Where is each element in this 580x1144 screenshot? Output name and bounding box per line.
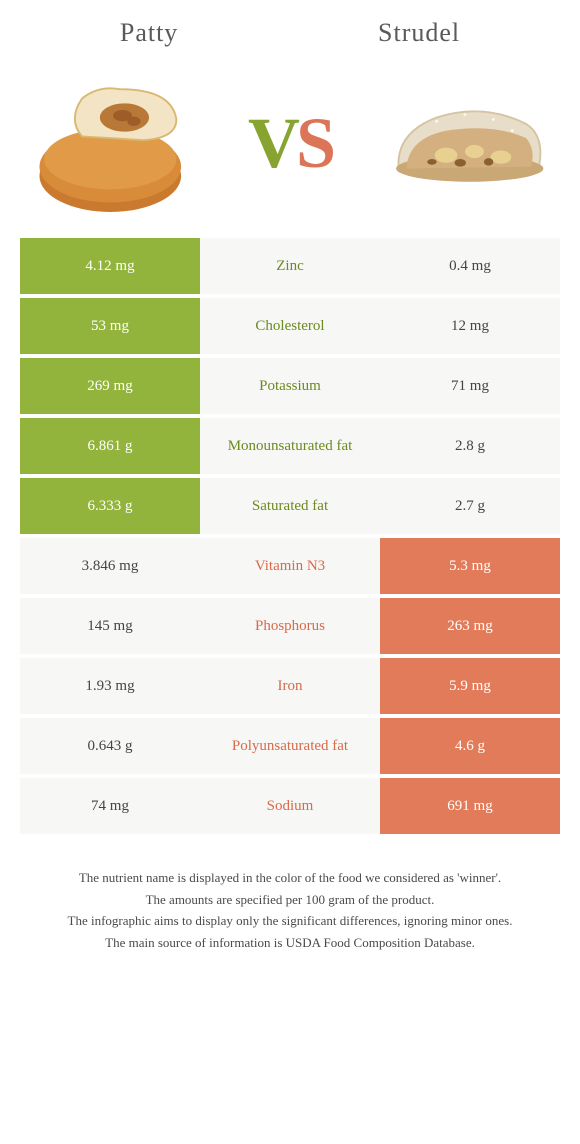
right-value-cell: 691 mg xyxy=(380,778,560,834)
right-value-cell: 2.8 g xyxy=(380,418,560,474)
table-row: 145 mgPhosphorus263 mg xyxy=(20,598,560,654)
table-row: 3.846 mgVitamin N35.3 mg xyxy=(20,538,560,594)
nutrient-name-cell: Sodium xyxy=(200,778,380,834)
right-food-title: Strudel xyxy=(378,18,460,48)
left-value-cell: 6.861 g xyxy=(20,418,200,474)
left-food-image xyxy=(30,68,200,218)
vs-v-letter: V xyxy=(248,103,296,183)
footer-line: The amounts are specified per 100 gram o… xyxy=(28,890,552,910)
left-food-title: Patty xyxy=(120,18,178,48)
left-value-cell: 145 mg xyxy=(20,598,200,654)
right-value-cell: 4.6 g xyxy=(380,718,560,774)
nutrient-name-cell: Vitamin N3 xyxy=(200,538,380,594)
strudel-icon xyxy=(380,78,550,208)
footer-notes: The nutrient name is displayed in the co… xyxy=(0,838,580,952)
right-value-cell: 263 mg xyxy=(380,598,560,654)
left-value-cell: 269 mg xyxy=(20,358,200,414)
table-row: 6.333 gSaturated fat2.7 g xyxy=(20,478,560,534)
nutrient-table: 4.12 mgZinc0.4 mg53 mgCholesterol12 mg26… xyxy=(20,238,560,834)
right-value-cell: 12 mg xyxy=(380,298,560,354)
nutrient-name-cell: Cholesterol xyxy=(200,298,380,354)
footer-line: The main source of information is USDA F… xyxy=(28,933,552,953)
nutrient-name-cell: Monounsaturated fat xyxy=(200,418,380,474)
table-row: 269 mgPotassium71 mg xyxy=(20,358,560,414)
vs-label: VS xyxy=(248,102,332,185)
right-value-cell: 5.3 mg xyxy=(380,538,560,594)
left-value-cell: 1.93 mg xyxy=(20,658,200,714)
table-row: 1.93 mgIron5.9 mg xyxy=(20,658,560,714)
footer-line: The infographic aims to display only the… xyxy=(28,911,552,931)
table-row: 6.861 gMonounsaturated fat2.8 g xyxy=(20,418,560,474)
left-value-cell: 4.12 mg xyxy=(20,238,200,294)
nutrient-name-cell: Polyunsaturated fat xyxy=(200,718,380,774)
vs-s-letter: S xyxy=(296,103,332,183)
right-value-cell: 0.4 mg xyxy=(380,238,560,294)
right-value-cell: 2.7 g xyxy=(380,478,560,534)
left-value-cell: 0.643 g xyxy=(20,718,200,774)
footer-line: The nutrient name is displayed in the co… xyxy=(28,868,552,888)
left-value-cell: 53 mg xyxy=(20,298,200,354)
table-row: 4.12 mgZinc0.4 mg xyxy=(20,238,560,294)
table-row: 74 mgSodium691 mg xyxy=(20,778,560,834)
patty-icon xyxy=(30,68,200,218)
images-row: VS xyxy=(0,58,580,238)
table-row: 0.643 gPolyunsaturated fat4.6 g xyxy=(20,718,560,774)
header: Patty Strudel xyxy=(0,0,580,58)
nutrient-name-cell: Potassium xyxy=(200,358,380,414)
left-value-cell: 3.846 mg xyxy=(20,538,200,594)
right-value-cell: 5.9 mg xyxy=(380,658,560,714)
nutrient-name-cell: Zinc xyxy=(200,238,380,294)
left-value-cell: 74 mg xyxy=(20,778,200,834)
nutrient-name-cell: Iron xyxy=(200,658,380,714)
left-value-cell: 6.333 g xyxy=(20,478,200,534)
nutrient-name-cell: Saturated fat xyxy=(200,478,380,534)
table-row: 53 mgCholesterol12 mg xyxy=(20,298,560,354)
nutrient-name-cell: Phosphorus xyxy=(200,598,380,654)
right-food-image xyxy=(380,68,550,218)
right-value-cell: 71 mg xyxy=(380,358,560,414)
